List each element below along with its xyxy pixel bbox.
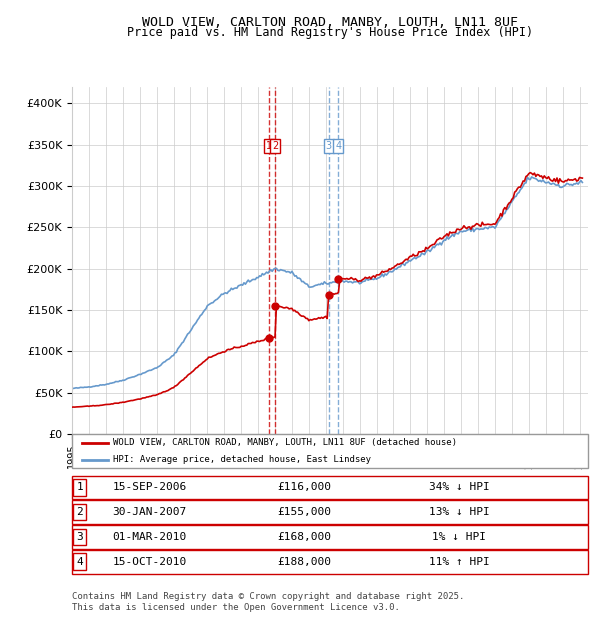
Text: 2: 2 xyxy=(272,141,278,151)
Text: WOLD VIEW, CARLTON ROAD, MANBY, LOUTH, LN11 8UF (detached house): WOLD VIEW, CARLTON ROAD, MANBY, LOUTH, L… xyxy=(113,438,457,447)
FancyBboxPatch shape xyxy=(72,434,588,468)
Text: 1% ↓ HPI: 1% ↓ HPI xyxy=(432,532,486,542)
Text: HPI: Average price, detached house, East Lindsey: HPI: Average price, detached house, East… xyxy=(113,455,371,464)
Text: £168,000: £168,000 xyxy=(277,532,331,542)
Text: 4: 4 xyxy=(76,557,83,567)
Text: 34% ↓ HPI: 34% ↓ HPI xyxy=(428,482,490,492)
Text: 3: 3 xyxy=(76,532,83,542)
Text: 13% ↓ HPI: 13% ↓ HPI xyxy=(428,507,490,517)
Text: 11% ↑ HPI: 11% ↑ HPI xyxy=(428,557,490,567)
FancyBboxPatch shape xyxy=(72,476,588,499)
Text: £155,000: £155,000 xyxy=(277,507,331,517)
Text: 4: 4 xyxy=(335,141,341,151)
Text: £116,000: £116,000 xyxy=(277,482,331,492)
FancyBboxPatch shape xyxy=(72,550,588,574)
Text: 2: 2 xyxy=(76,507,83,517)
Text: 15-OCT-2010: 15-OCT-2010 xyxy=(112,557,187,567)
FancyBboxPatch shape xyxy=(72,525,588,549)
Text: 1: 1 xyxy=(76,482,83,492)
Text: Contains HM Land Registry data © Crown copyright and database right 2025.
This d: Contains HM Land Registry data © Crown c… xyxy=(72,592,464,611)
Text: 15-SEP-2006: 15-SEP-2006 xyxy=(112,482,187,492)
Text: £188,000: £188,000 xyxy=(277,557,331,567)
Text: 3: 3 xyxy=(326,141,332,151)
Text: 30-JAN-2007: 30-JAN-2007 xyxy=(112,507,187,517)
Text: Price paid vs. HM Land Registry's House Price Index (HPI): Price paid vs. HM Land Registry's House … xyxy=(127,26,533,39)
Text: 01-MAR-2010: 01-MAR-2010 xyxy=(112,532,187,542)
Text: 1: 1 xyxy=(266,141,272,151)
Text: WOLD VIEW, CARLTON ROAD, MANBY, LOUTH, LN11 8UF: WOLD VIEW, CARLTON ROAD, MANBY, LOUTH, L… xyxy=(142,16,518,29)
FancyBboxPatch shape xyxy=(72,500,588,524)
